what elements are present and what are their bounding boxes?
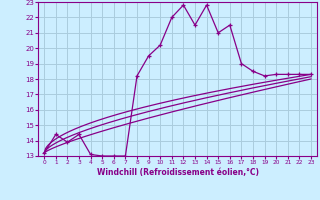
X-axis label: Windchill (Refroidissement éolien,°C): Windchill (Refroidissement éolien,°C) [97, 168, 259, 177]
